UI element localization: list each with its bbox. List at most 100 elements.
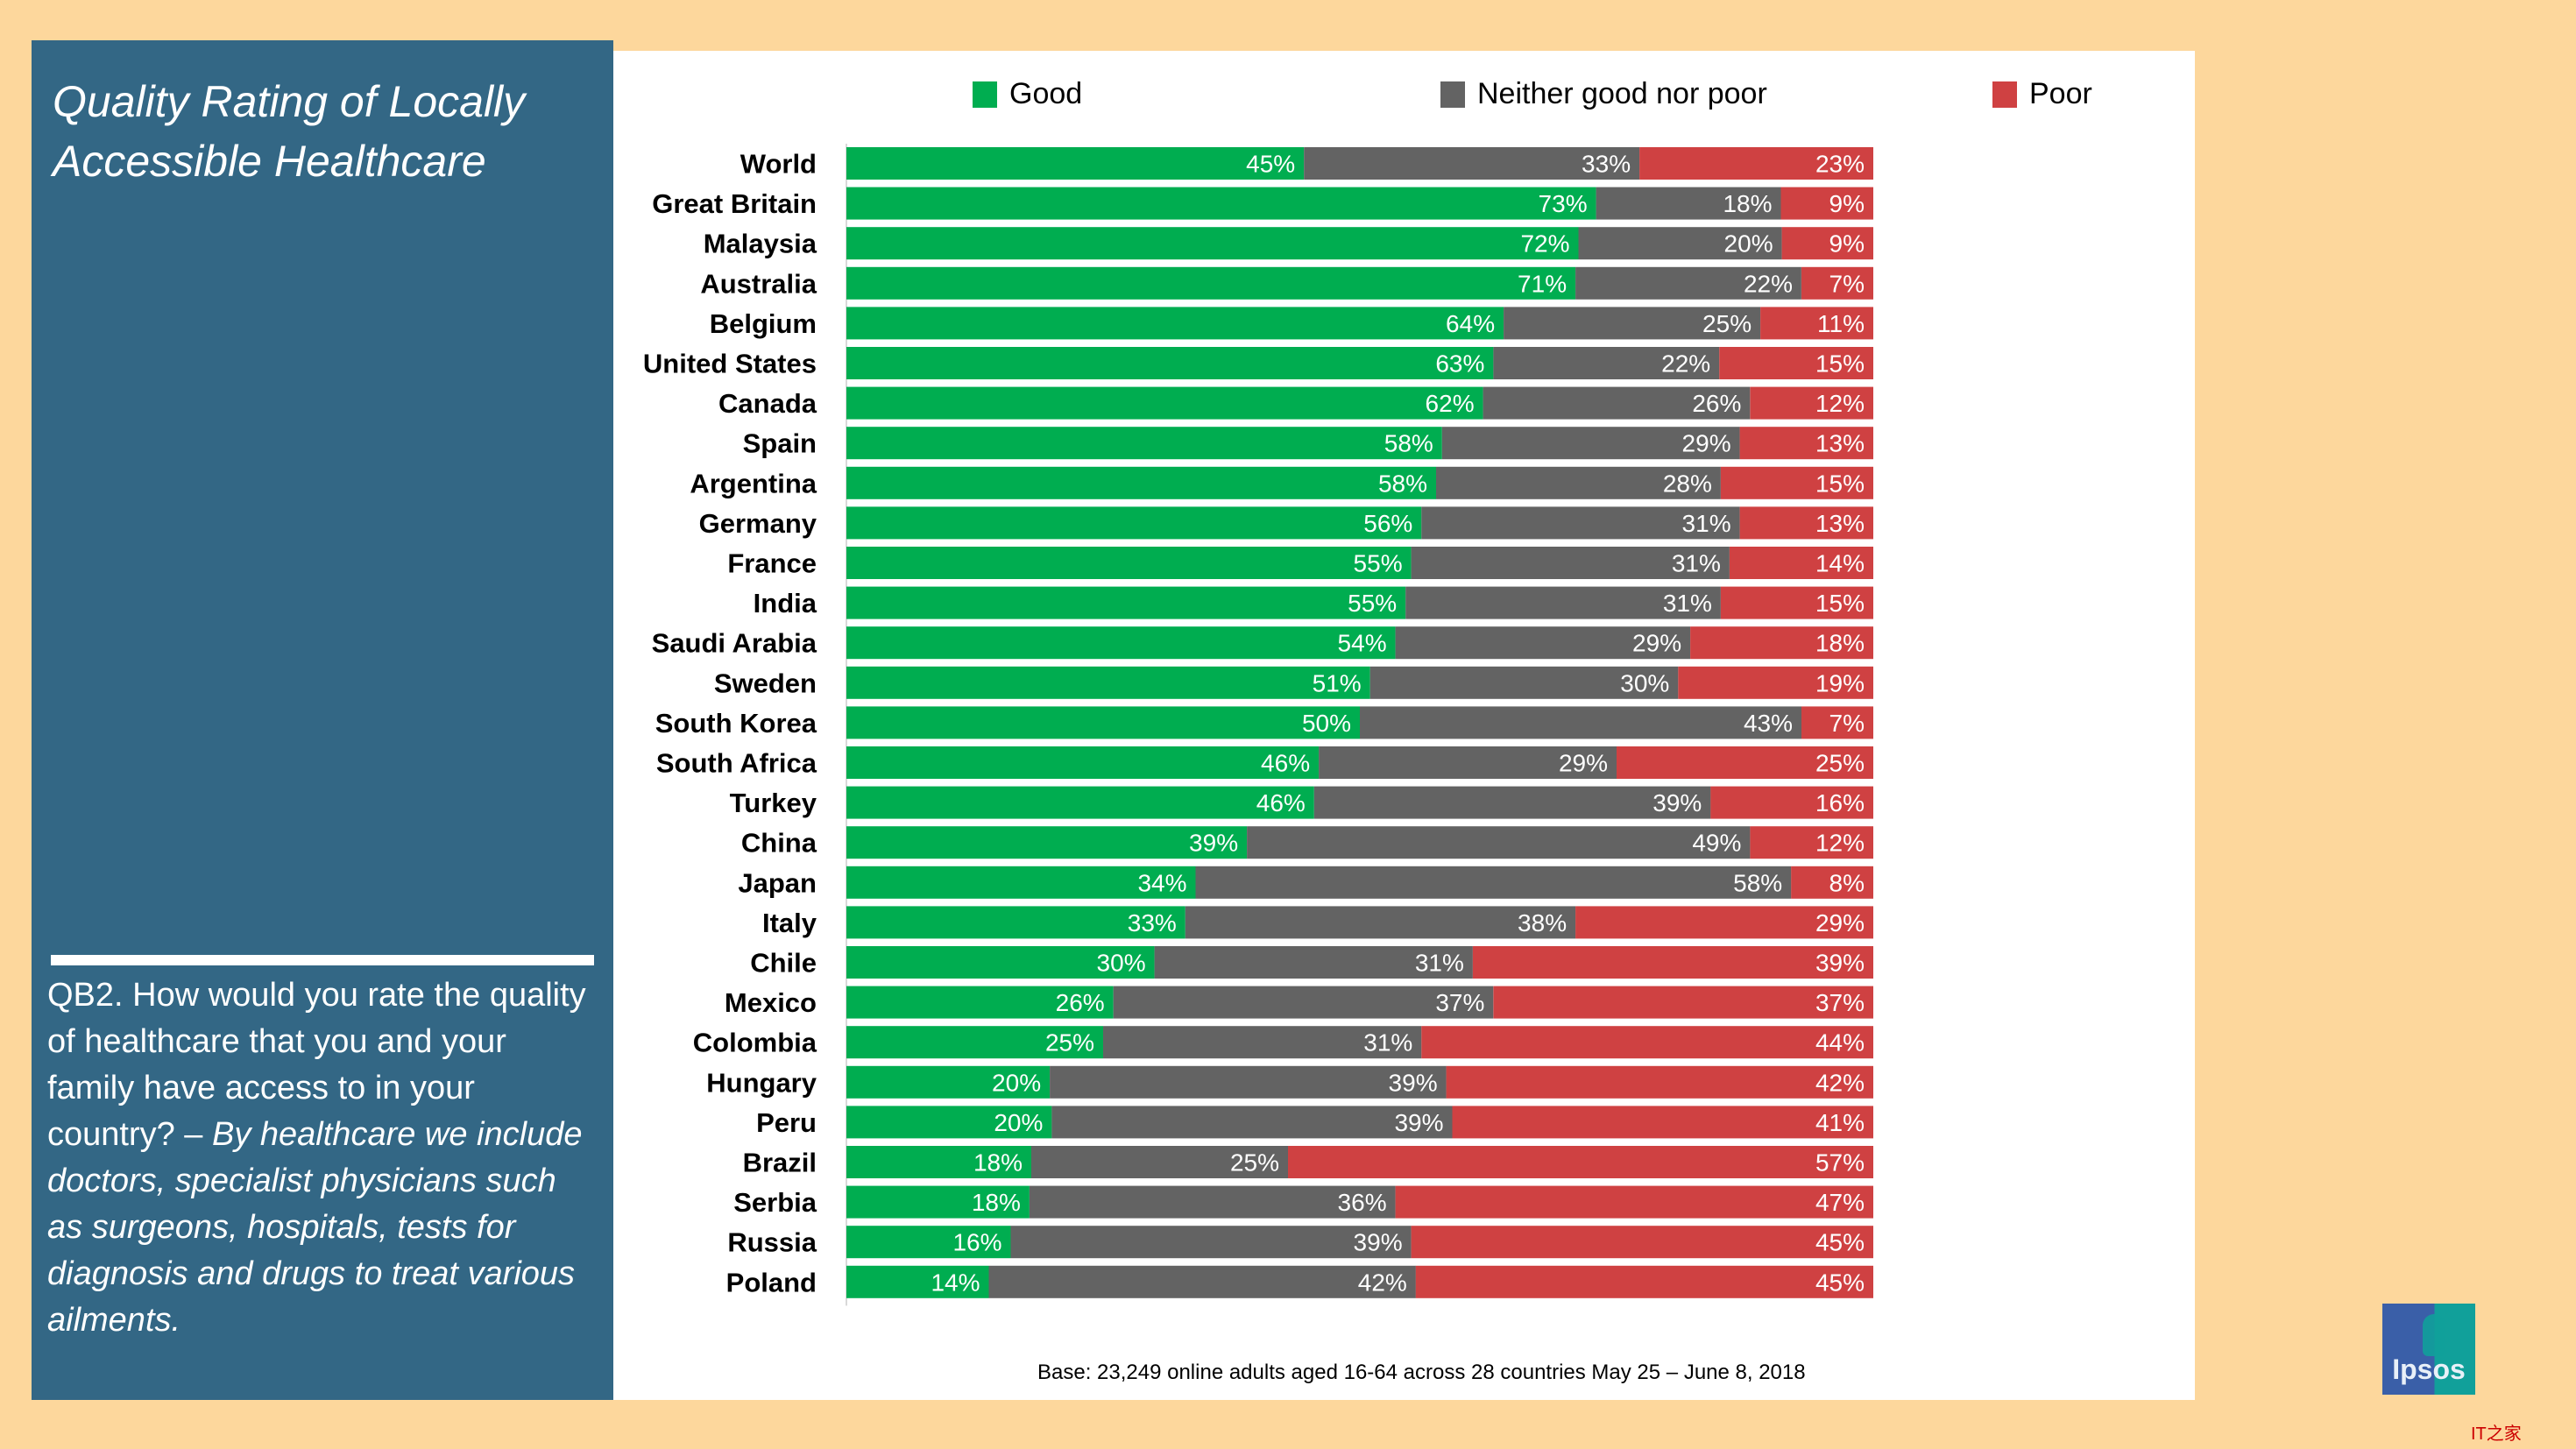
bar-neither-good-nor-poor — [1504, 307, 1761, 340]
data-label-good: 51% — [1313, 669, 1362, 696]
bar-neither-good-nor-poor — [1103, 1026, 1422, 1059]
bar-good — [846, 826, 1248, 859]
bar-neither-good-nor-poor — [1411, 547, 1730, 579]
bar-poor — [1452, 1106, 1873, 1139]
legend-label-poor: Poor — [2029, 77, 2092, 110]
bar-row-hungary: Hungary 20% 39% 42% — [706, 1065, 1873, 1099]
ipsos-logo: Ipsos — [2382, 1304, 2475, 1395]
category-label: Germany — [699, 508, 817, 539]
bar-row-colombia: Colombia 25% 31% 44% — [693, 1026, 1873, 1059]
bar-poor — [1739, 506, 1873, 540]
category-label: Japan — [738, 867, 817, 898]
data-label-good: 16% — [952, 1229, 1001, 1256]
bar-poor — [1801, 266, 1873, 300]
bar-good — [846, 1146, 1031, 1178]
bar-poor — [1639, 147, 1873, 180]
data-label-neither-good-nor-poor: 38% — [1518, 909, 1567, 937]
bar-good — [846, 547, 1412, 579]
bar-row-argentina: Argentina 58% 28% 15% — [690, 466, 1873, 499]
stacked-bar-chart: World 45% 33% 23%Great Britain 73% 18% 9%Malay… — [643, 144, 1873, 1306]
bar-row-united-states: United States 63% 22% 15% — [643, 347, 1873, 379]
data-label-poor: 15% — [1815, 470, 1865, 497]
data-label-good: 55% — [1348, 590, 1397, 617]
bar-good — [846, 786, 1314, 819]
bar-good — [846, 946, 1155, 979]
bar-neither-good-nor-poor — [1578, 227, 1782, 260]
bar-neither-good-nor-poor — [1313, 786, 1711, 819]
bar-good — [846, 227, 1579, 260]
category-label: Turkey — [730, 788, 817, 818]
data-label-good: 71% — [1518, 270, 1567, 297]
category-label: Argentina — [690, 468, 817, 498]
data-label-good: 39% — [1189, 830, 1238, 857]
data-label-poor: 15% — [1815, 590, 1865, 617]
bar-neither-good-nor-poor — [1441, 427, 1740, 460]
data-label-poor: 9% — [1829, 190, 1865, 217]
data-label-poor: 57% — [1815, 1149, 1865, 1177]
data-label-neither-good-nor-poor: 28% — [1663, 470, 1712, 497]
data-label-neither-good-nor-poor: 39% — [1389, 1069, 1438, 1096]
question-definition: By healthcare we include doctors, specia… — [47, 1116, 583, 1339]
bar-poor — [1720, 466, 1873, 499]
category-label: Mexico — [725, 987, 817, 1018]
data-label-poor: 9% — [1829, 230, 1865, 258]
bar-neither-good-nor-poor — [1154, 946, 1473, 979]
chart-panel: Good Neither good nor poor Poor World 45%… — [613, 51, 2475, 1400]
category-label: Russia — [727, 1227, 817, 1258]
bar-row-germany: Germany 56% 31% 13% — [699, 506, 1873, 540]
legend-item-neither: Neither good nor poor — [1440, 77, 1767, 111]
bar-good — [846, 147, 1305, 180]
category-label: Brazil — [743, 1148, 817, 1178]
data-label-good: 55% — [1354, 550, 1403, 577]
legend-swatch-poor — [1992, 81, 2017, 108]
bar-row-italy: Italy 33% 38% 29% — [762, 906, 1873, 939]
bar-poor — [1780, 187, 1873, 220]
bar-good — [846, 666, 1370, 699]
data-label-neither-good-nor-poor: 20% — [1724, 230, 1773, 258]
bar-neither-good-nor-poor — [1029, 1185, 1396, 1219]
category-label: World — [740, 149, 817, 180]
category-label: United States — [643, 349, 817, 379]
question-text: QB2. How would you rate the quality of h… — [47, 977, 586, 1153]
data-label-neither-good-nor-poor: 31% — [1415, 950, 1464, 977]
data-label-neither-good-nor-poor: 26% — [1692, 390, 1741, 417]
bar-row-poland: Poland 14% 42% 45% — [726, 1265, 1873, 1298]
data-label-poor: 23% — [1815, 151, 1865, 178]
data-label-neither-good-nor-poor: 58% — [1733, 869, 1782, 896]
bar-good — [846, 1265, 989, 1298]
bar-good — [846, 1226, 1011, 1259]
base-note: Base: 23,249 online adults aged 16-64 ac… — [1037, 1361, 1806, 1384]
data-label-good: 63% — [1435, 350, 1484, 378]
data-label-poor: 7% — [1829, 710, 1865, 737]
bar-good — [846, 706, 1360, 739]
category-label: South Africa — [656, 748, 817, 779]
bar-row-india: India 55% 31% 15% — [754, 586, 1873, 619]
bar-row-belgium: Belgium 64% 25% 11% — [710, 307, 1873, 340]
bar-row-brazil: Brazil 18% 25% 57% — [743, 1146, 1873, 1178]
bar-neither-good-nor-poor — [1596, 187, 1781, 220]
bar-neither-good-nor-poor — [1405, 586, 1721, 619]
data-label-neither-good-nor-poor: 49% — [1692, 830, 1741, 857]
survey-question: QB2. How would you rate the quality of h… — [47, 972, 599, 1344]
data-label-neither-good-nor-poor: 36% — [1338, 1189, 1387, 1216]
category-label: Belgium — [710, 308, 817, 339]
category-label: France — [727, 548, 817, 579]
category-label: Serbia — [733, 1187, 817, 1218]
bar-poor — [1750, 826, 1873, 859]
bar-good — [846, 307, 1504, 340]
data-label-good: 33% — [1128, 909, 1177, 937]
data-label-poor: 11% — [1817, 310, 1865, 337]
data-label-poor: 13% — [1815, 510, 1865, 537]
legend-label-neither: Neither good nor poor — [1477, 77, 1767, 110]
bar-neither-good-nor-poor — [1369, 666, 1679, 699]
bar-poor — [1493, 986, 1873, 1019]
data-label-poor: 39% — [1815, 950, 1865, 977]
bar-row-south-korea: South Korea 50% 43% 7% — [655, 706, 1873, 739]
data-label-good: 50% — [1302, 710, 1351, 737]
bar-poor — [1729, 547, 1873, 579]
bar-good — [846, 386, 1483, 420]
data-label-good: 64% — [1446, 310, 1495, 337]
bar-neither-good-nor-poor — [1195, 866, 1792, 899]
data-label-good: 46% — [1256, 789, 1306, 816]
bar-row-australia: Australia 71% 22% 7% — [700, 266, 1873, 300]
